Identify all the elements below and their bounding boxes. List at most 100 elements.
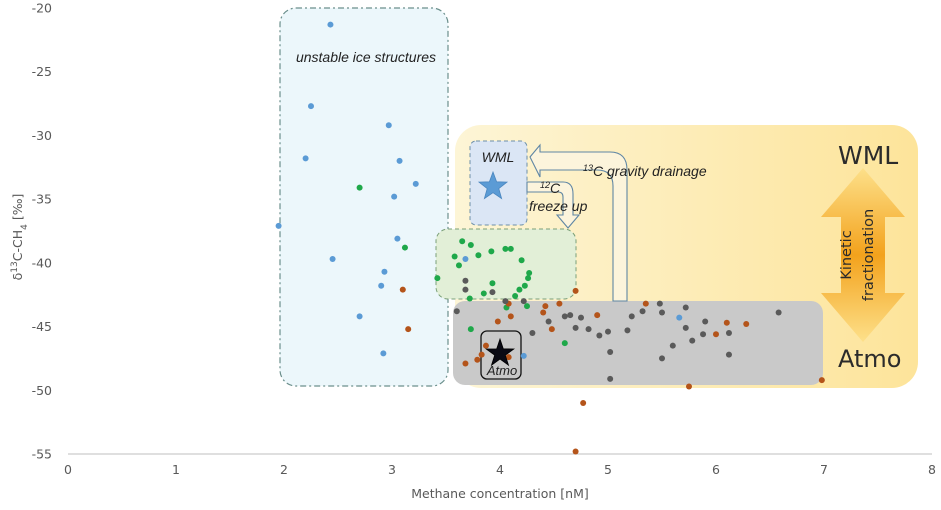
y-tick-label: -25 — [32, 64, 52, 79]
data-point-brown — [548, 326, 555, 333]
x-tick-label: 0 — [64, 462, 72, 477]
data-point-gray — [682, 304, 689, 311]
x-tick-label: 7 — [820, 462, 828, 477]
y-tick-label: -40 — [32, 255, 52, 270]
data-point-gray — [585, 326, 592, 333]
data-point-blue — [381, 268, 388, 275]
wml-box-label: WML — [482, 149, 515, 165]
unstable-ice-region — [279, 7, 449, 387]
data-point-gray — [624, 327, 631, 334]
y-tick-label: -55 — [32, 447, 52, 462]
data-point-brown — [713, 331, 719, 338]
y-axis-title: δ13C-CH4 [‰] — [10, 194, 30, 281]
y-tick-label: -30 — [32, 128, 52, 143]
data-point-green — [507, 245, 514, 252]
fractionation-label: fractionation — [861, 209, 877, 301]
data-point-blue — [308, 103, 314, 110]
x-tick-label: 6 — [712, 462, 720, 477]
data-point-brown — [723, 319, 730, 326]
data-point-gray — [605, 328, 611, 335]
data-point-green — [525, 275, 532, 282]
data-point-blue — [396, 157, 403, 164]
data-point-blue — [394, 235, 401, 242]
data-point-green — [489, 280, 496, 287]
y-tick-label: -35 — [32, 192, 52, 207]
data-point-brown — [686, 383, 692, 390]
data-point-blue — [676, 314, 683, 321]
data-point-gray — [596, 332, 603, 339]
data-point-brown — [572, 287, 579, 294]
kinetic-label: Kinetic — [839, 230, 855, 279]
data-point-green — [512, 292, 519, 299]
atmo-region — [453, 301, 823, 385]
y-tick-label: -20 — [32, 1, 52, 16]
data-point-blue — [378, 282, 385, 289]
data-point-gray — [607, 375, 614, 382]
data-point-gray — [561, 313, 568, 320]
data-point-green — [466, 295, 473, 302]
data-point-gray — [607, 349, 614, 356]
unstable-ice-label: unstable ice structures — [296, 49, 436, 65]
data-point-green — [467, 326, 474, 333]
data-point-brown — [743, 321, 750, 328]
atmo-box-label: Atmo — [486, 363, 517, 378]
data-point-green — [524, 303, 530, 310]
data-point-blue — [412, 180, 419, 187]
data-point-blue — [329, 256, 336, 263]
data-point-gray — [572, 324, 579, 331]
data-point-green — [356, 184, 363, 191]
data-point-gray — [689, 337, 696, 344]
data-point-blue — [356, 313, 363, 320]
x-tick-label: 4 — [496, 462, 504, 477]
x-axis-title: Methane concentration [nM] — [411, 486, 589, 501]
data-point-gray — [775, 309, 782, 316]
data-point-blue — [380, 350, 387, 357]
freeze-up-label: freeze up — [529, 198, 588, 214]
data-point-green — [518, 257, 525, 264]
atmo-star — [484, 337, 516, 367]
data-point-brown — [462, 360, 469, 367]
data-point-gray — [462, 286, 469, 293]
data-point-brown — [642, 300, 649, 307]
data-point-gray — [659, 355, 665, 362]
y-tick-label: -50 — [32, 383, 52, 398]
data-point-green — [521, 282, 528, 289]
x-tick-label: 8 — [928, 462, 936, 477]
data-point-gray — [529, 329, 536, 336]
kinetic-fractionation-arrow — [821, 168, 905, 342]
data-point-brown — [542, 303, 549, 310]
data-points — [275, 21, 825, 455]
data-point-brown — [818, 377, 825, 384]
data-point-brown — [580, 400, 587, 407]
data-point-green — [467, 242, 474, 249]
freeze-up-arrow — [526, 181, 581, 229]
data-point-gray — [659, 309, 665, 316]
data-point-gray — [628, 313, 635, 320]
gravity-drainage-arrow — [529, 143, 628, 302]
data-point-green — [480, 290, 487, 297]
x-tick-label: 5 — [604, 462, 612, 477]
x-tick-label: 1 — [172, 462, 180, 477]
data-point-green — [459, 238, 466, 245]
data-point-blue — [462, 256, 469, 263]
data-point-green — [401, 244, 408, 251]
data-point-brown — [478, 351, 485, 358]
data-point-gray — [669, 342, 676, 349]
data-point-brown — [474, 356, 481, 363]
data-point-brown — [556, 300, 563, 307]
data-point-green — [451, 253, 458, 260]
data-point-blue — [302, 155, 309, 162]
data-point-green — [526, 270, 533, 277]
data-point-green — [455, 262, 462, 269]
data-point-gray — [462, 277, 469, 284]
data-point-gray — [545, 318, 552, 325]
data-point-brown — [594, 312, 601, 319]
data-point-gray — [489, 289, 496, 296]
data-point-blue — [385, 122, 392, 129]
wml-star — [477, 170, 509, 200]
data-point-brown — [507, 313, 514, 320]
data-point-green — [434, 275, 441, 282]
data-point-gray — [700, 331, 707, 338]
data-point-blue — [520, 352, 527, 359]
